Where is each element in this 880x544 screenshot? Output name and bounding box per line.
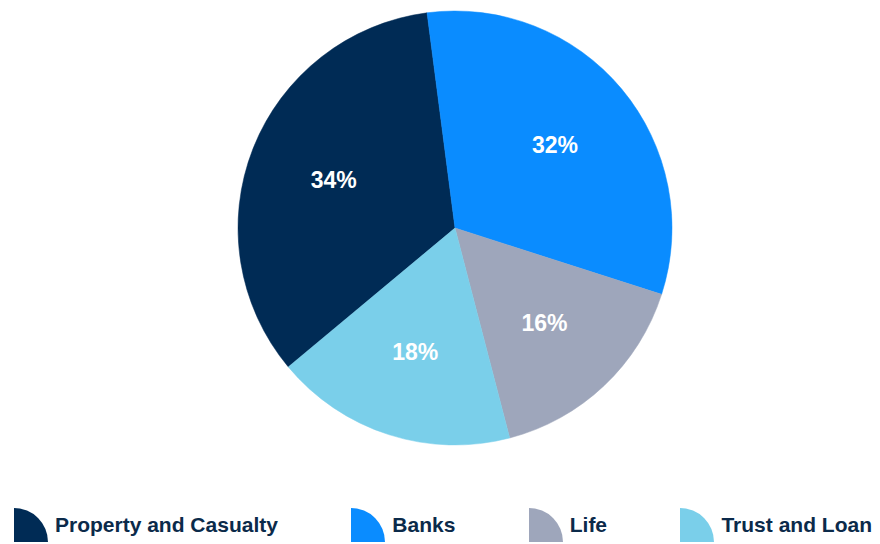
pie-slice (288, 228, 509, 445)
legend-item: Trust and Loan (680, 508, 872, 542)
legend-swatch-shape (14, 508, 48, 542)
data-labels: 34% 32% 16% 18% (311, 132, 578, 365)
data-label: 18% (392, 339, 438, 365)
chart: 34% 32% 16% 18% (0, 0, 880, 544)
legend-swatch-shape (680, 508, 714, 542)
legend-label: Trust and Loan (721, 513, 872, 537)
legend-label: Life (570, 513, 607, 537)
legend-swatch (529, 508, 563, 542)
legend-swatch (14, 508, 48, 542)
data-label: 34% (311, 167, 357, 193)
legend-label: Property and Casualty (55, 513, 278, 537)
legend-swatch-shape (529, 508, 563, 542)
legend-swatch (680, 508, 714, 542)
data-label: 32% (532, 132, 578, 158)
data-label: 16% (521, 310, 567, 336)
legend-item: Life (529, 508, 607, 542)
legend-item: Banks (351, 508, 455, 542)
legend-item: Property and Casualty (14, 508, 278, 542)
legend-label: Banks (392, 513, 455, 537)
legend-swatch-shape (351, 508, 385, 542)
slices (238, 11, 672, 445)
legend: Property and Casualty Banks Life Trust and … (14, 506, 872, 544)
legend-swatch (351, 508, 385, 542)
